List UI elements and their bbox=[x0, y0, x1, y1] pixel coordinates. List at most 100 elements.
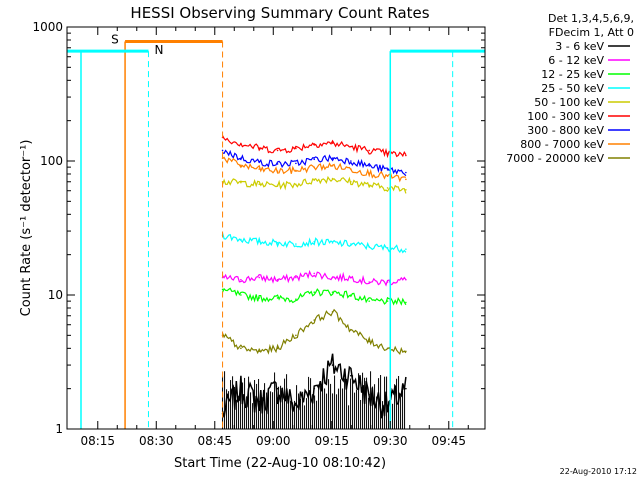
data-point bbox=[386, 347, 389, 350]
legend-entry: 25 - 50 keV bbox=[541, 82, 604, 95]
data-point bbox=[331, 157, 334, 159]
data-point bbox=[313, 143, 316, 145]
data-point bbox=[258, 147, 261, 149]
data-point bbox=[331, 364, 334, 366]
data-point bbox=[368, 172, 371, 175]
data-point bbox=[405, 387, 407, 390]
data-point bbox=[221, 288, 224, 291]
data-point bbox=[368, 165, 371, 167]
data-point bbox=[405, 154, 407, 157]
data-point bbox=[405, 178, 407, 181]
footer-timestamp: 22-Aug-2010 17:12 bbox=[560, 467, 637, 476]
n-marker-label: N bbox=[154, 43, 163, 57]
data-point bbox=[386, 168, 389, 171]
data-point bbox=[350, 160, 352, 162]
data-point bbox=[276, 297, 279, 299]
data-point bbox=[368, 149, 371, 152]
data-point bbox=[240, 181, 242, 184]
x-tick-label: 08:30 bbox=[139, 434, 174, 448]
data-point bbox=[386, 404, 389, 407]
data-point bbox=[258, 183, 261, 186]
data-point bbox=[276, 387, 279, 390]
data-point bbox=[386, 281, 389, 283]
x-tick-label: 09:45 bbox=[431, 434, 466, 448]
data-point bbox=[350, 294, 352, 296]
data-point bbox=[386, 175, 389, 178]
data-point bbox=[386, 187, 389, 189]
data-point bbox=[313, 158, 316, 161]
legend-entry: 3 - 6 keV bbox=[555, 40, 604, 53]
data-point bbox=[313, 272, 316, 275]
data-point bbox=[276, 278, 279, 281]
data-point bbox=[405, 350, 407, 353]
data-point bbox=[386, 300, 389, 302]
x-tick-label: 09:00 bbox=[256, 434, 291, 448]
data-point bbox=[258, 168, 261, 170]
x-axis-label: Start Time (22-Aug-10 08:10:42) bbox=[174, 456, 386, 471]
legend-title-1: Det 1,3,4,5,6,9, bbox=[548, 12, 634, 25]
marker-layer: SN bbox=[67, 32, 485, 429]
data-point bbox=[276, 242, 279, 244]
axis-layer: 08:15 08:30 08:45 09:00 09:15 09:30 09:45 1 10 10… bbox=[32, 20, 485, 448]
data-point bbox=[350, 243, 352, 245]
data-point bbox=[350, 180, 352, 183]
legend-entry: 7000 - 20000 keV bbox=[506, 152, 604, 165]
series-line bbox=[222, 308, 407, 355]
legend: Det 1,3,4,5,6,9,FDecim 1, Att 03 - 6 keV… bbox=[506, 12, 634, 165]
data-point bbox=[368, 245, 371, 248]
data-point bbox=[331, 310, 334, 313]
data-point bbox=[258, 350, 261, 353]
series-line bbox=[222, 233, 407, 254]
plot-frame bbox=[66, 26, 486, 430]
data-point bbox=[386, 152, 389, 155]
data-point bbox=[295, 169, 297, 172]
series-3 bbox=[221, 233, 407, 254]
x-tick-label: 08:45 bbox=[197, 434, 232, 448]
data-point bbox=[276, 170, 279, 172]
y-tick-label: 1 bbox=[55, 422, 63, 436]
data-point bbox=[313, 166, 316, 168]
data-point bbox=[405, 248, 407, 250]
data-point bbox=[221, 157, 224, 159]
data-point bbox=[368, 281, 371, 283]
data-point bbox=[405, 278, 407, 281]
chart-title: HESSI Observing Summary Count Rates bbox=[130, 4, 429, 22]
data-point bbox=[331, 276, 334, 279]
legend-entry: 100 - 300 keV bbox=[527, 110, 604, 123]
data-point bbox=[240, 157, 242, 159]
data-point bbox=[258, 276, 261, 279]
series-1 bbox=[221, 269, 407, 287]
legend-entry: 50 - 100 keV bbox=[534, 96, 604, 109]
data-point bbox=[240, 278, 242, 281]
data-point bbox=[331, 142, 334, 144]
series-2 bbox=[221, 287, 407, 306]
data-point bbox=[331, 165, 334, 167]
y-axis-label: Count Rate (s⁻¹ detector⁻¹) bbox=[19, 140, 34, 317]
data-point bbox=[331, 242, 334, 244]
data-point bbox=[295, 298, 297, 301]
series-5 bbox=[221, 135, 407, 159]
data-point bbox=[295, 162, 297, 165]
data-point bbox=[240, 238, 242, 241]
data-point bbox=[295, 147, 297, 150]
data-point bbox=[313, 387, 316, 390]
series-line bbox=[222, 269, 407, 287]
data-point bbox=[258, 240, 261, 243]
data-point bbox=[258, 161, 261, 163]
data-point bbox=[350, 374, 352, 377]
data-point bbox=[258, 297, 261, 299]
series-line bbox=[222, 287, 407, 306]
data-point bbox=[313, 319, 316, 321]
data-point bbox=[313, 291, 316, 293]
y-tick-label: 10 bbox=[48, 288, 63, 302]
y-tick-label: 1000 bbox=[32, 20, 63, 34]
data-point bbox=[405, 171, 407, 174]
data-point bbox=[368, 300, 371, 302]
data-point bbox=[295, 243, 297, 245]
data-point bbox=[276, 163, 279, 165]
data-point bbox=[240, 142, 242, 145]
data-point bbox=[368, 184, 371, 186]
data-point bbox=[295, 276, 297, 279]
x-tick-label: 09:15 bbox=[314, 434, 349, 448]
